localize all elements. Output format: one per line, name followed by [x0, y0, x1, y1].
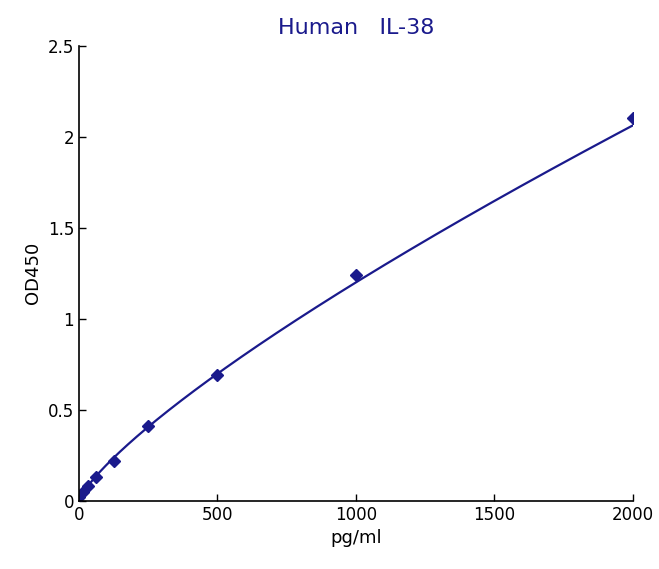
Title: Human   IL-38: Human IL-38 — [277, 18, 434, 39]
X-axis label: pg/ml: pg/ml — [330, 529, 382, 547]
Y-axis label: OD450: OD450 — [24, 242, 42, 304]
